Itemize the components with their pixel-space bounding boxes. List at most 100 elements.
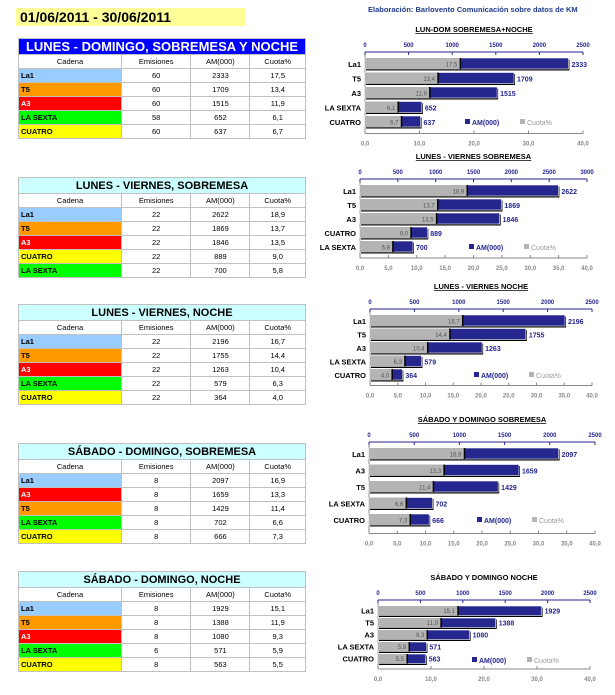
table-cell: LA SEXTA bbox=[18, 643, 122, 658]
table-cell: 364 bbox=[190, 390, 251, 405]
cuota-bar bbox=[360, 199, 438, 210]
bottom-tick-label: 10,0 bbox=[425, 677, 437, 683]
legend-label-cuota: Cuota% bbox=[531, 245, 556, 252]
table-cell: 18,9 bbox=[249, 207, 306, 222]
table-cell: 22 bbox=[120, 221, 192, 236]
category-label: A3 bbox=[356, 344, 366, 353]
table-cell: A3 bbox=[18, 629, 122, 644]
top-tick-label: 2000 bbox=[505, 170, 519, 176]
cuota-data-label: 5,5 bbox=[396, 657, 405, 663]
category-label: A3 bbox=[346, 215, 356, 224]
cuota-bar bbox=[360, 241, 393, 252]
category-label: CUATRO bbox=[333, 516, 365, 525]
column-header: AM(000) bbox=[190, 54, 251, 69]
table-cell: 22 bbox=[120, 348, 192, 363]
cuota-bar bbox=[369, 481, 434, 492]
cuota-data-label: 9,3 bbox=[416, 633, 425, 639]
top-tick-label: 1000 bbox=[452, 300, 466, 306]
category-label: T5 bbox=[357, 331, 366, 340]
cuota-data-label: 13,5 bbox=[422, 218, 434, 224]
column-header: Cadena bbox=[18, 54, 122, 69]
legend-swatch-cuota bbox=[529, 372, 534, 377]
table-cell: 571 bbox=[190, 643, 251, 658]
am-data-label: 666 bbox=[432, 518, 444, 525]
category-label: LA SEXTA bbox=[320, 243, 357, 252]
cuota-data-label: 5,9 bbox=[398, 645, 407, 651]
bottom-tick-label: 30,0 bbox=[531, 394, 543, 400]
table-row: T5 60 1709 13,4 bbox=[18, 82, 306, 97]
legend-label-am: AM(000) bbox=[484, 518, 511, 525]
column-header: AM(000) bbox=[190, 587, 251, 602]
am-data-label: 571 bbox=[429, 645, 441, 652]
cuota-data-label: 15,1 bbox=[443, 609, 455, 615]
top-tick-label: 500 bbox=[415, 591, 426, 597]
table-cell: 15,1 bbox=[249, 601, 306, 616]
table-cell: 60 bbox=[120, 68, 192, 83]
table-row: La1 60 2333 17,5 bbox=[18, 68, 306, 83]
table-cell: T5 bbox=[18, 221, 122, 236]
table-cell: 2097 bbox=[190, 473, 251, 488]
table-cell: T5 bbox=[18, 501, 122, 516]
category-label: LA SEXTA bbox=[329, 500, 366, 509]
table-cell: LA SEXTA bbox=[18, 110, 122, 125]
table-cell: 2622 bbox=[190, 207, 251, 222]
top-tick-label: 1000 bbox=[446, 43, 460, 49]
bottom-tick-label: 40,0 bbox=[577, 142, 589, 148]
category-label: T5 bbox=[365, 619, 374, 628]
table-row: A3 22 1263 10,4 bbox=[18, 362, 306, 377]
table-cell: 60 bbox=[120, 82, 192, 97]
table-cell: 666 bbox=[190, 529, 251, 544]
table-cell: 8 bbox=[120, 657, 192, 672]
table-cell: 1659 bbox=[190, 487, 251, 502]
legend-label-am: AM(000) bbox=[479, 658, 506, 665]
bottom-tick-label: 0,0 bbox=[366, 394, 375, 400]
top-tick-label: 500 bbox=[404, 43, 415, 49]
am-data-label: 889 bbox=[430, 231, 442, 238]
column-header: Cadena bbox=[18, 459, 122, 474]
bottom-tick-label: 25,0 bbox=[503, 394, 515, 400]
credit-note: Elaboración: Barlovento Comunicación sob… bbox=[368, 5, 578, 14]
table-row: T5 22 1869 13,7 bbox=[18, 221, 306, 236]
chart-4: SÁBADO Y DOMINGO SOBREMESA 0 500 1000 1500 20… bbox=[329, 415, 603, 548]
table-cell: 14,4 bbox=[249, 348, 306, 363]
table-cell: 10,4 bbox=[249, 362, 306, 377]
am-data-label: 364 bbox=[405, 373, 417, 380]
table-title: LUNES - DOMINGO, SOBREMESA Y NOCHE bbox=[18, 38, 306, 55]
cuota-bar bbox=[369, 514, 411, 525]
table-cell: 8 bbox=[120, 473, 192, 488]
table-row: A3 22 1846 13,5 bbox=[18, 235, 306, 250]
column-header: Cadena bbox=[18, 320, 122, 335]
bottom-tick-label: 10,0 bbox=[414, 142, 426, 148]
column-header: Emisiones bbox=[120, 320, 192, 335]
table-cell: 2196 bbox=[190, 334, 251, 349]
cuota-data-label: 13,3 bbox=[429, 469, 441, 475]
cuota-bar bbox=[370, 315, 463, 326]
top-tick-label: 500 bbox=[409, 300, 420, 306]
cuota-bar bbox=[360, 227, 412, 238]
top-tick-label: 1000 bbox=[429, 170, 443, 176]
table-cell: LA SEXTA bbox=[18, 515, 122, 530]
table-cell: T5 bbox=[18, 82, 122, 97]
am-data-label: 1869 bbox=[504, 203, 520, 210]
column-header: Cuota% bbox=[249, 320, 306, 335]
table-row: LA SEXTA 22 700 5,8 bbox=[18, 263, 306, 278]
table-cell: La1 bbox=[18, 334, 122, 349]
top-tick-label: 2500 bbox=[576, 43, 590, 49]
cuota-bar bbox=[360, 185, 468, 196]
am-data-label: 652 bbox=[425, 106, 437, 113]
bottom-tick-label: 40,0 bbox=[581, 266, 593, 272]
cuota-data-label: 6,1 bbox=[387, 106, 396, 112]
table-row: LA SEXTA 58 652 6,1 bbox=[18, 110, 306, 125]
category-label: A3 bbox=[364, 631, 374, 640]
table-cell: 8 bbox=[120, 515, 192, 530]
table-cell: 9,3 bbox=[249, 629, 306, 644]
table-row: A3 8 1659 13,3 bbox=[18, 487, 306, 502]
category-label: La1 bbox=[361, 607, 374, 616]
top-tick-label: 1000 bbox=[453, 433, 467, 439]
am-data-label: 637 bbox=[424, 120, 436, 127]
table-cell: 16,7 bbox=[249, 334, 306, 349]
chart-title: LUNES - VIERNES SOBREMESA bbox=[416, 152, 532, 161]
top-tick-label: 1500 bbox=[489, 43, 503, 49]
cuota-bar bbox=[369, 464, 445, 476]
column-header: Cuota% bbox=[249, 459, 306, 474]
